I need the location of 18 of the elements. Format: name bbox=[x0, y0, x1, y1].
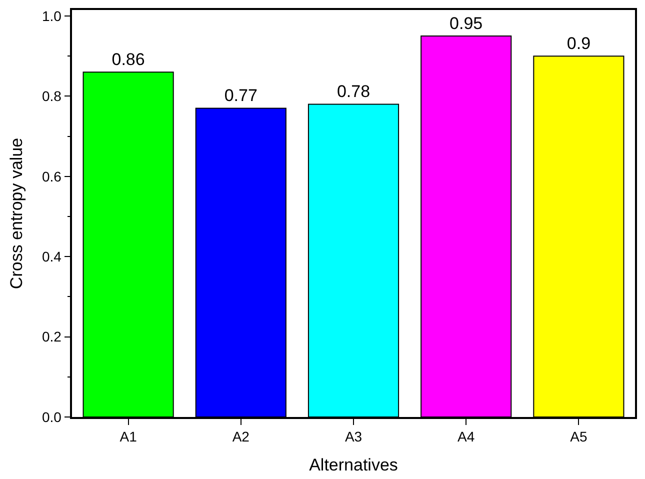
data-label: 0.78 bbox=[336, 82, 370, 102]
data-label: 0.9 bbox=[566, 34, 591, 54]
x-tick-label: A5 bbox=[570, 428, 588, 445]
y-axis-title: Cross entropy value bbox=[7, 138, 26, 290]
x-tick-label: A2 bbox=[232, 428, 250, 445]
data-label: 0.86 bbox=[112, 50, 145, 70]
x-axis-title: Alternatives bbox=[309, 455, 398, 474]
y-tick-label: 0.8 bbox=[42, 88, 62, 104]
y-tick-label: 0.2 bbox=[42, 328, 62, 345]
x-tick-label: A3 bbox=[344, 428, 362, 445]
data-label: 0.77 bbox=[224, 86, 258, 106]
y-tick-label: 0.4 bbox=[42, 248, 62, 265]
y-tick-label: 0.6 bbox=[42, 168, 62, 184]
data-label: 0.95 bbox=[450, 14, 483, 34]
x-tick-label: A4 bbox=[458, 428, 475, 445]
x-tick-label: A1 bbox=[120, 428, 138, 445]
y-tick-label: 1.0 bbox=[42, 8, 62, 24]
y-tick-label: 0.0 bbox=[42, 408, 62, 425]
